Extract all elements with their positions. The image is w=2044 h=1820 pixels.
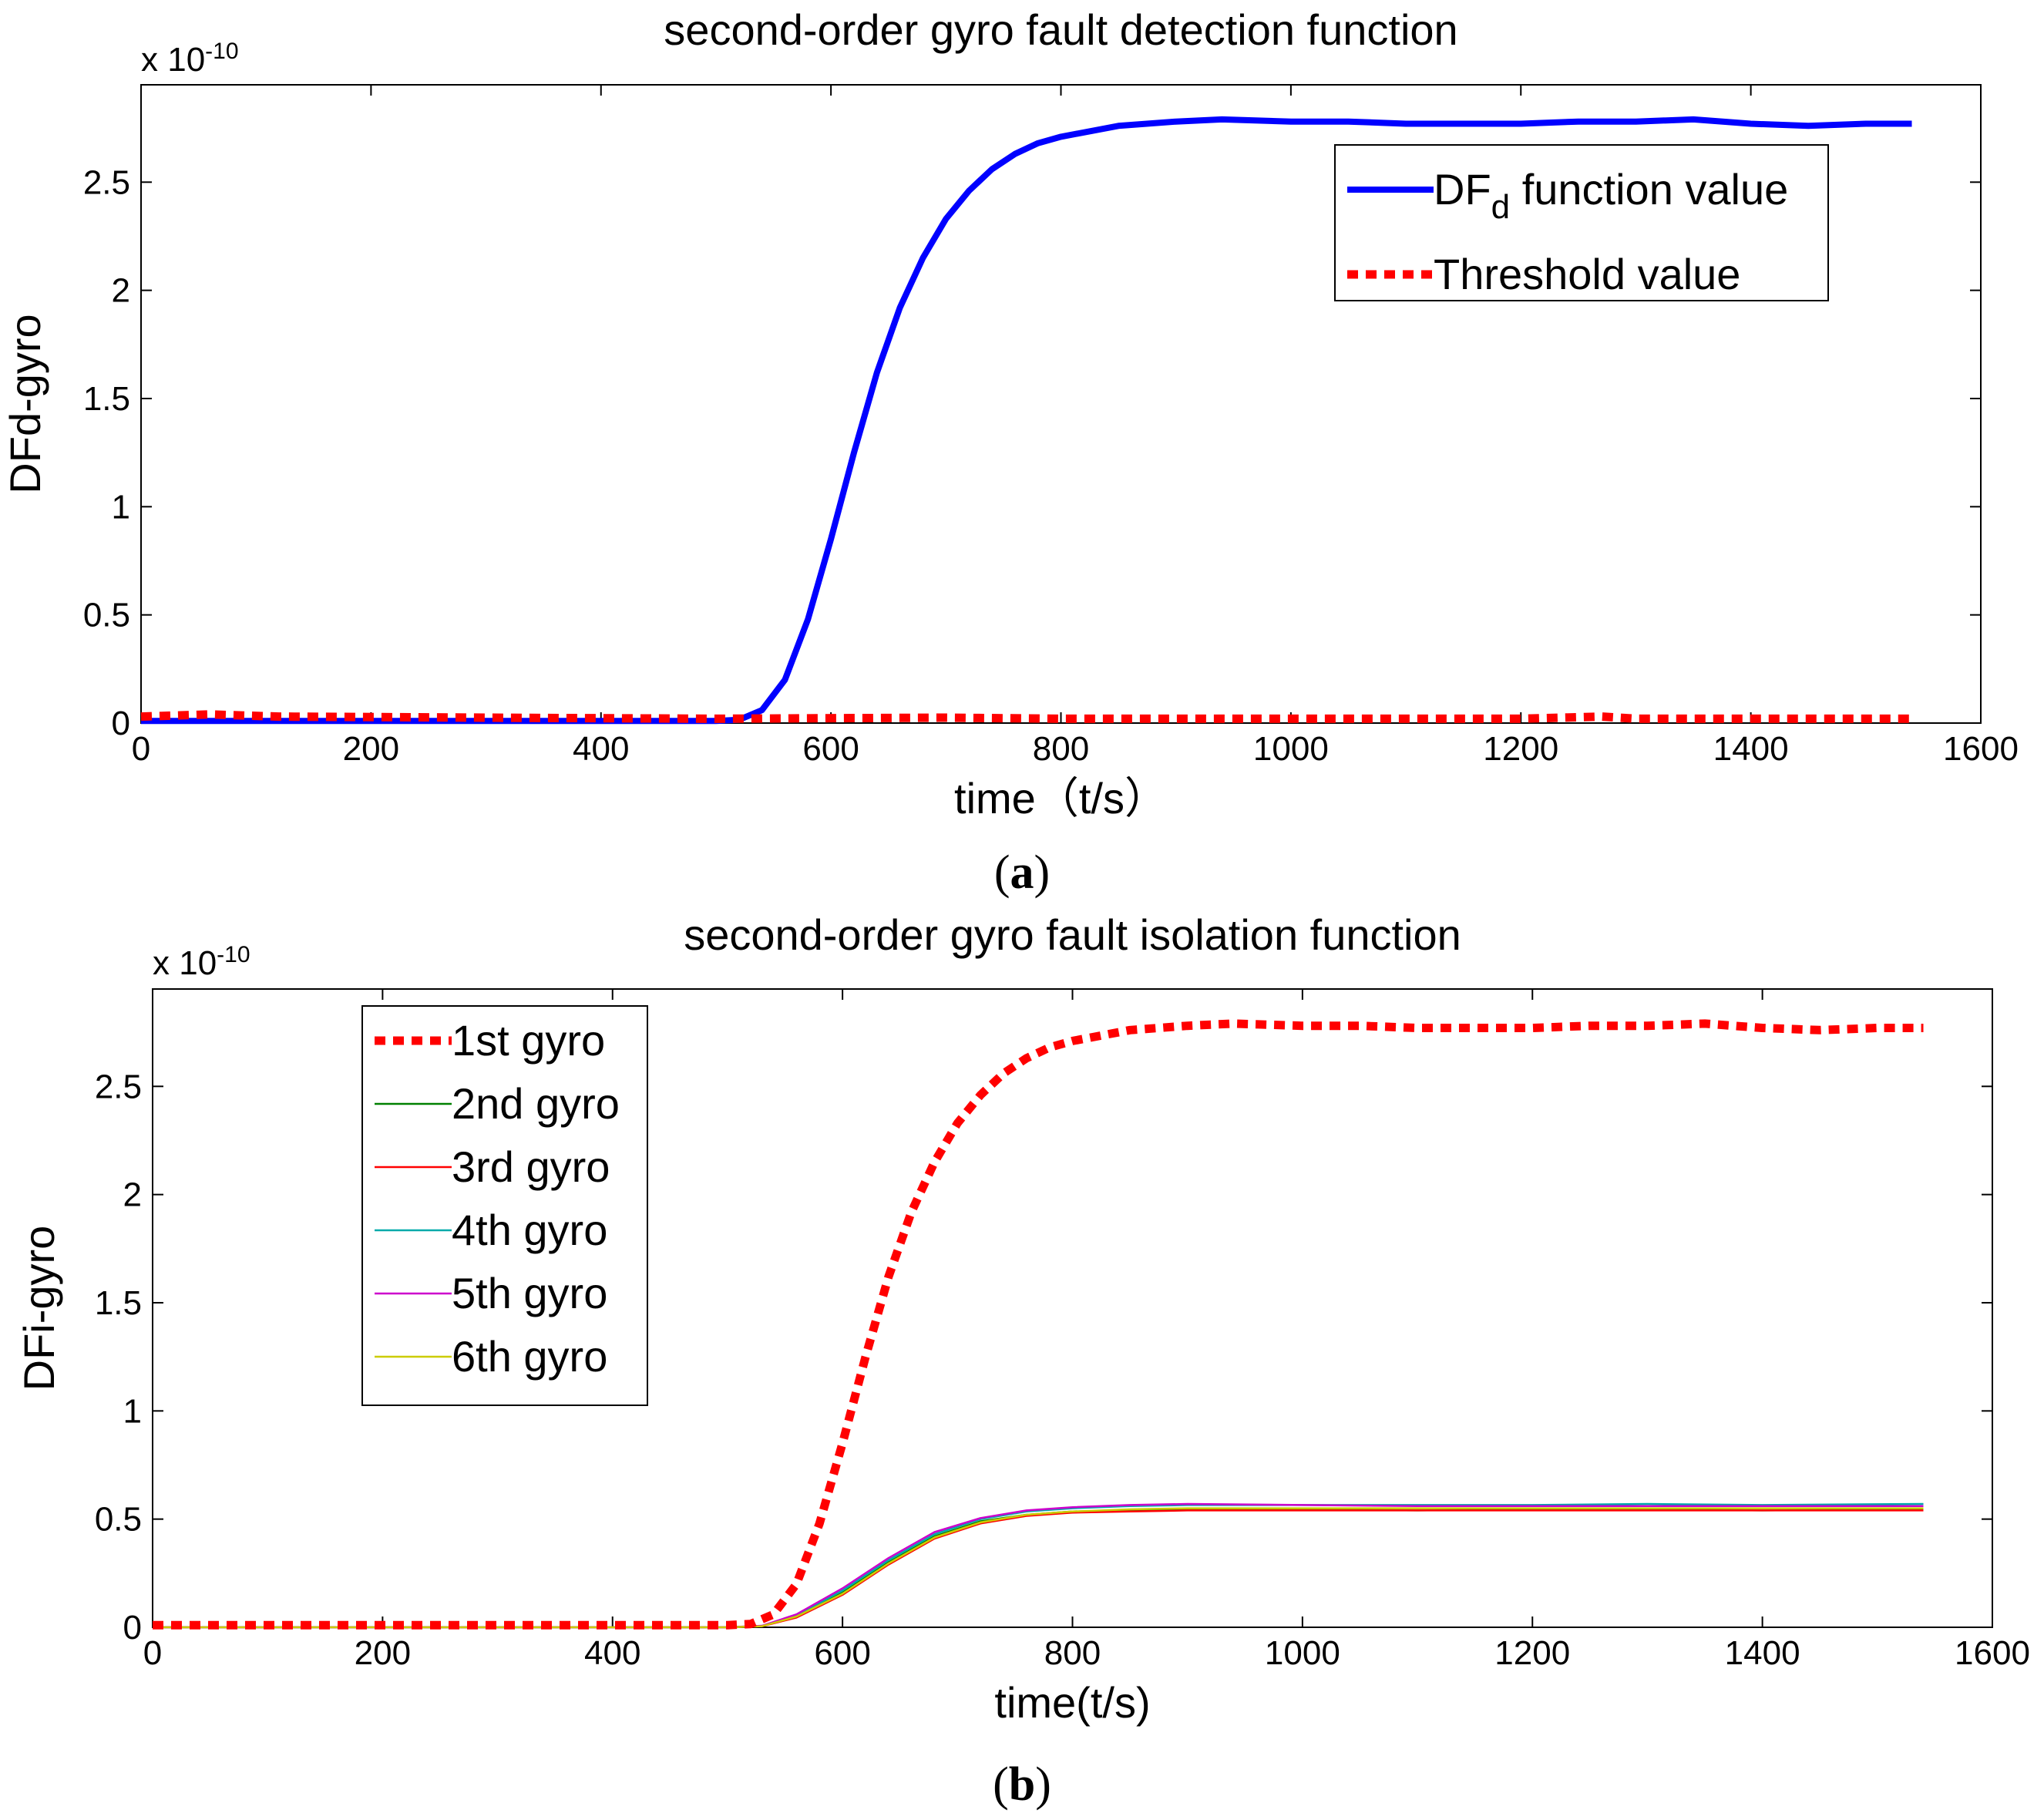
chart-b-legend-entry-name: 5th gyro	[452, 1269, 607, 1317]
chart-a-y-tick-label: 0.5	[83, 597, 130, 634]
chart-b-y-tick-label: 1	[123, 1392, 142, 1430]
chart-a-x-tick-label: 800	[1033, 730, 1089, 768]
chart-a-legend-entry-name: Threshold value	[1434, 250, 1740, 298]
chart-b-legend-entry-1: 2nd gyro	[452, 1079, 620, 1128]
chart-b-series-5-line	[153, 1507, 1924, 1629]
chart-a-legend-entry-name: DF	[1434, 165, 1491, 214]
chart-b-legend-entry-name: 4th gyro	[452, 1206, 607, 1254]
chart-a-title: second-order gyro fault detection functi…	[664, 5, 1457, 54]
chart-b-legend-entry-5: 6th gyro	[452, 1332, 607, 1381]
chart-b-x-tick-label: 1200	[1494, 1634, 1570, 1672]
chart-b-x-tick-label: 400	[584, 1634, 640, 1672]
chart-a: second-order gyro fault detection functi…	[1, 5, 2019, 823]
chart-a-legend-box	[1334, 144, 1829, 301]
chart-b-legend-entry-2: 3rd gyro	[452, 1142, 610, 1191]
chart-b-x-tick-label: 1600	[1955, 1634, 2030, 1672]
chart-a-y-tick-label: 1	[112, 488, 130, 526]
chart-a-x-tick-label: 1000	[1253, 730, 1329, 768]
chart-b-legend-entry-3: 4th gyro	[452, 1206, 607, 1254]
chart-b-y-scale-exponent: -10	[217, 942, 250, 967]
chart-a-legend-entry-subscript: d	[1491, 188, 1510, 226]
chart-b-series-1-line	[153, 1508, 1924, 1629]
chart-a-y-tick-label: 1.5	[83, 380, 130, 418]
chart-a-x-tick-label: 200	[343, 730, 399, 768]
chart-b-legend-entry-name: 1st gyro	[452, 1016, 605, 1065]
chart-a-y-scale-base: x 10	[141, 41, 205, 79]
chart-b-legend-entry-name: 3rd gyro	[452, 1142, 610, 1191]
chart-a-y-tick-label: 2.5	[83, 163, 130, 201]
chart-b-y-tick-label: 1.5	[95, 1284, 142, 1322]
chart-b-y-tick-label: 0.5	[95, 1501, 142, 1539]
chart-a-y-axis-label: DFd-gyro	[1, 314, 49, 493]
chart-b-x-tick-label: 200	[355, 1634, 411, 1672]
chart-a-x-tick-label: 600	[802, 730, 859, 768]
chart-b-x-tick-label: 1000	[1265, 1634, 1340, 1672]
panel-label-b: (b)	[993, 1758, 1051, 1811]
chart-b-series-2-line	[153, 1509, 1924, 1629]
chart-a-y-scale-exponent: -10	[205, 39, 238, 64]
chart-a-legend-entry-1: Threshold value	[1434, 250, 1740, 298]
chart-a-x-tick-label: 1400	[1713, 730, 1789, 768]
chart-a-y-tick-label: 0	[112, 705, 130, 742]
chart-b-x-tick-label: 600	[814, 1634, 870, 1672]
chart-a-x-tick-label: 400	[573, 730, 629, 768]
chart-b-y-axis-label: DFi-gyro	[15, 1226, 63, 1391]
chart-b-legend-entry-4: 5th gyro	[452, 1269, 607, 1317]
chart-b-legend-entry-0: 1st gyro	[452, 1016, 605, 1065]
chart-b-legend-entry-name: 6th gyro	[452, 1332, 607, 1381]
chart-b-y-tick-label: 2	[123, 1176, 142, 1214]
chart-b-series-4-line	[153, 1502, 1924, 1629]
chart-a-y-scale-factor: x 10-10	[141, 39, 239, 79]
chart-b: second-order gyro fault isolation functi…	[15, 910, 2030, 1727]
chart-a-legend-entry-suffix: function value	[1510, 165, 1788, 214]
chart-b-y-tick-label: 2.5	[95, 1068, 142, 1105]
chart-b-y-tick-label: 0	[123, 1609, 142, 1647]
chart-b-legend-entry-name: 2nd gyro	[452, 1079, 620, 1128]
chart-b-y-scale-base: x 10	[153, 944, 217, 982]
chart-b-legend-box	[361, 1005, 648, 1406]
chart-b-y-scale-factor: x 10-10	[153, 942, 250, 982]
chart-b-series-3-line	[153, 1502, 1924, 1629]
chart-b-x-axis-label: time(t/s)	[994, 1678, 1150, 1727]
chart-b-series-0-line	[153, 1019, 1924, 1630]
chart-a-y-tick-label: 2	[112, 272, 130, 310]
chart-b-x-tick-label: 800	[1044, 1634, 1101, 1672]
chart-a-x-tick-label: 0	[132, 730, 150, 768]
chart-b-title: second-order gyro fault isolation functi…	[684, 910, 1461, 959]
panel-label-a: (a)	[994, 846, 1050, 899]
chart-b-x-tick-label: 1400	[1725, 1634, 1800, 1672]
chart-b-x-tick-label: 0	[143, 1634, 162, 1672]
chart-a-x-axis-label: time（t/s）	[954, 774, 1168, 823]
chart-a-x-tick-label: 1600	[1943, 730, 2019, 768]
chart-a-legend: DFd function value Threshold value	[1334, 144, 1829, 301]
chart-b-legend: 1st gyro 2nd gyro 3rd gyro 4th gyro 5th gyro…	[361, 1005, 648, 1406]
chart-a-legend-entry-0: DFd function value	[1434, 165, 1788, 226]
chart-a-x-tick-label: 1200	[1483, 730, 1558, 768]
chart-a-series-1-line	[140, 710, 1912, 723]
